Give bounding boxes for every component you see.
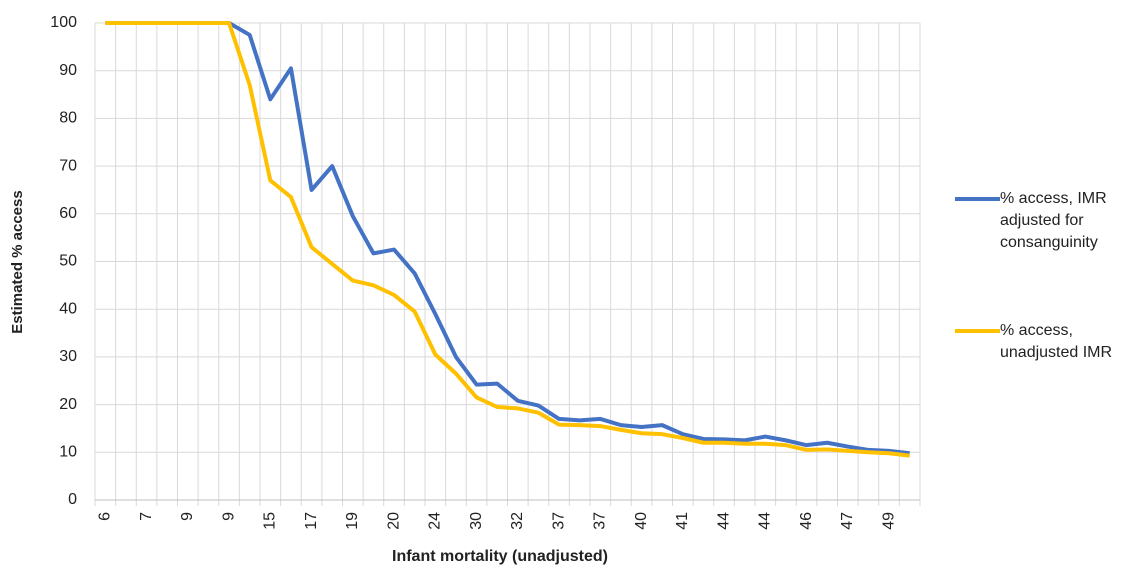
- y-tick-label: 40: [59, 300, 77, 317]
- x-tick-label: 24: [427, 512, 444, 530]
- y-tick-label: 100: [50, 14, 77, 31]
- x-tick-label: 20: [385, 512, 402, 530]
- x-tick-label: 47: [839, 512, 856, 530]
- x-tick-label: 32: [509, 512, 526, 530]
- legend-label: % access, unadjusted IMR: [1000, 322, 1113, 361]
- x-tick-label: 44: [757, 512, 774, 530]
- x-tick-label: 17: [303, 512, 320, 530]
- x-tick-label: 9: [220, 512, 237, 521]
- x-tick-label: 9: [179, 512, 196, 521]
- series-line: [105, 21, 910, 458]
- y-tick-label: 80: [59, 110, 77, 127]
- y-tick-label: 30: [59, 348, 77, 365]
- y-tick-label: 90: [59, 62, 77, 79]
- x-tick-label: 40: [633, 512, 650, 530]
- x-tick-label: 19: [344, 512, 361, 530]
- y-tick-label: 50: [59, 253, 77, 270]
- x-tick-label: 6: [97, 512, 114, 521]
- y-tick-label: 10: [59, 444, 77, 461]
- y-tick-label: 20: [59, 396, 77, 413]
- x-tick-label: 37: [592, 512, 609, 530]
- x-tick-label: 30: [468, 512, 485, 530]
- y-tick-label: 0: [68, 491, 77, 508]
- x-tick-label: 15: [262, 512, 279, 530]
- x-tick-label: 49: [880, 512, 897, 530]
- x-tick-label: 41: [674, 512, 691, 530]
- x-tick-label: 7: [138, 512, 155, 521]
- y-tick-label: 70: [59, 157, 77, 174]
- x-axis-title: Infant mortality (unadjusted): [392, 548, 608, 565]
- x-tick-label: 44: [715, 512, 732, 530]
- y-tick-label: 60: [59, 205, 77, 222]
- series-line: [105, 21, 910, 456]
- x-tick-label: 37: [550, 512, 567, 530]
- y-axis-title: Estimated % access: [9, 190, 26, 333]
- x-tick-label: 46: [798, 512, 815, 530]
- legend-label: % access, IMR adjusted for consanguinity: [1000, 190, 1107, 251]
